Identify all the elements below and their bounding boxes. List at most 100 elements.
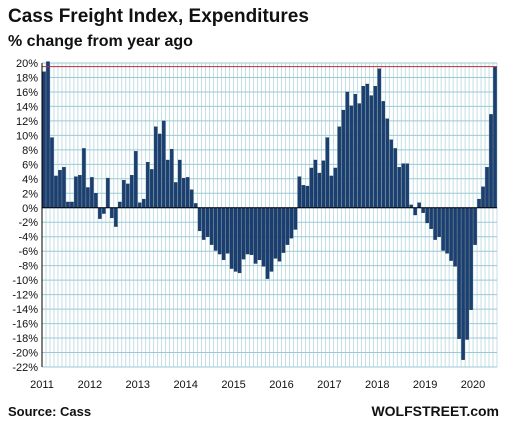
bar	[349, 105, 354, 208]
chart-subtitle: % change from year ago	[8, 33, 193, 50]
bar	[90, 177, 94, 208]
bar	[142, 198, 146, 208]
y-tick-label: -4%	[18, 232, 38, 244]
bar	[481, 186, 485, 208]
bar	[138, 202, 142, 208]
bar	[301, 185, 306, 208]
bars	[42, 61, 497, 360]
bar	[421, 207, 425, 213]
bar	[150, 169, 154, 208]
bar	[157, 133, 162, 208]
bar	[493, 66, 497, 208]
grid-lines	[41, 62, 498, 368]
bar	[261, 207, 266, 267]
x-tick-label: 2014	[173, 379, 197, 391]
bar	[233, 207, 238, 272]
bar	[209, 207, 214, 245]
bar	[245, 207, 250, 255]
bar	[393, 148, 397, 208]
bar	[193, 203, 198, 208]
bar	[345, 91, 350, 208]
axes	[41, 63, 497, 367]
bar	[122, 180, 126, 208]
bar	[477, 198, 481, 208]
bar	[114, 207, 118, 227]
y-tick-label: -22%	[12, 362, 38, 374]
bar	[237, 207, 242, 274]
bar	[217, 207, 222, 255]
brand-label: WOLFSTREET.com	[371, 403, 499, 419]
y-tick-label: -12%	[12, 290, 38, 302]
y-tick-label: 14%	[16, 101, 38, 113]
bar	[429, 207, 433, 229]
x-tick-label: 2019	[413, 379, 437, 391]
y-tick-label: -6%	[18, 246, 38, 258]
bar	[146, 162, 150, 208]
bar	[313, 159, 318, 208]
bar	[102, 207, 106, 214]
y-tick-label: 16%	[16, 87, 38, 99]
x-tick-label: 2015	[221, 379, 245, 391]
bar	[185, 177, 190, 208]
y-tick-label: 20%	[16, 58, 38, 70]
x-tick-label: 2011	[30, 379, 54, 391]
bar	[329, 175, 334, 208]
bar	[70, 201, 74, 208]
bar	[110, 207, 114, 219]
y-tick-label: -18%	[12, 333, 38, 345]
bar	[489, 114, 493, 208]
y-tick-label: 2%	[22, 188, 38, 200]
bar	[441, 207, 445, 251]
bar	[62, 167, 66, 208]
bar	[118, 201, 122, 208]
x-tick-label: 2020	[461, 379, 485, 391]
x-tick-label: 2018	[365, 379, 389, 391]
y-tick-label: 18%	[16, 72, 38, 84]
bar	[461, 207, 465, 360]
bar	[189, 189, 194, 208]
bar	[126, 183, 130, 208]
y-tick-label: 10%	[16, 130, 38, 142]
bar	[74, 176, 78, 208]
y-tick-label: 0%	[22, 203, 38, 215]
bar	[285, 207, 290, 245]
bar	[433, 207, 437, 240]
bar	[229, 207, 234, 269]
bar	[401, 163, 405, 208]
bar	[341, 109, 346, 208]
bar	[161, 120, 166, 208]
bar	[66, 201, 70, 208]
bar	[457, 207, 461, 339]
bar	[305, 185, 310, 208]
chart-title: Cass Freight Index, Expenditures	[8, 6, 309, 27]
bar	[453, 207, 457, 267]
bar	[273, 207, 278, 259]
bar	[181, 177, 186, 208]
bar	[465, 207, 469, 340]
bar	[46, 61, 50, 208]
bar	[365, 83, 370, 208]
bar	[297, 176, 302, 208]
bar	[377, 68, 382, 208]
x-tick-label: 2012	[78, 379, 102, 391]
x-axis-ticks: 2011 2012 2013 2014 2015 2016 2017 2018 2019 2020	[30, 379, 485, 391]
bar	[154, 126, 158, 208]
bar	[449, 207, 453, 261]
y-tick-label: -20%	[12, 348, 38, 360]
bar	[54, 175, 58, 208]
bar	[397, 167, 401, 208]
source-label: Source: Cass	[8, 404, 92, 419]
bar	[205, 207, 210, 237]
y-tick-label: 12%	[16, 116, 38, 128]
bar	[381, 101, 385, 208]
y-tick-label: -10%	[12, 275, 38, 287]
bar	[277, 207, 282, 262]
bar	[173, 182, 178, 208]
bar	[361, 86, 366, 208]
bar	[293, 207, 298, 230]
bar	[221, 207, 226, 261]
bar	[317, 172, 322, 208]
bar	[269, 207, 274, 272]
bar	[241, 207, 246, 260]
